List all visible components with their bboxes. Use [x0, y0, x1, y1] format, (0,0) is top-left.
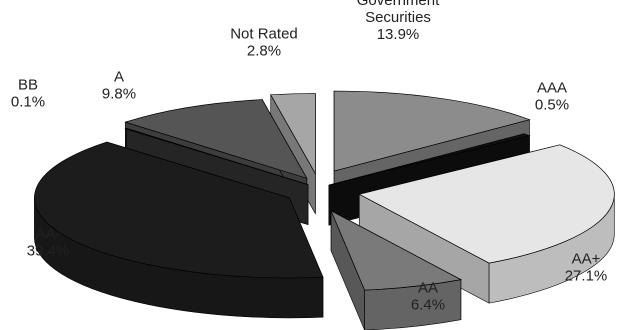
slice-value-label: 0.1%: [11, 94, 45, 111]
pie-slice-top: [124, 128, 309, 185]
slice-value-label: 39.4%: [27, 243, 70, 260]
slice-value-label: 27.1%: [565, 268, 608, 285]
pie-slices: [34, 90, 615, 330]
slice-category-label: BB: [18, 77, 38, 94]
slice-category-label: Government: [357, 0, 440, 9]
slice-value-label: 13.9%: [377, 26, 420, 43]
slice-value-label: 0.5%: [535, 97, 569, 114]
pie-slice-top: [124, 99, 308, 179]
pie-labels: Government Securities 13.9%AAA 0.5%AA+ 27.1%…: [11, 0, 607, 314]
slice-label-aa: AA 6.4%: [411, 280, 445, 314]
slice-category-label: AA+: [572, 251, 601, 268]
pie-slice-top: [328, 133, 531, 186]
slice-label-a: A 9.8%: [102, 69, 136, 103]
slice-label-not-rated: Not Rated 2.8%: [230, 26, 298, 60]
slice-value-label: 6.4%: [411, 297, 445, 314]
slice-label-aaa: AAA 0.5%: [535, 80, 569, 114]
slice-value-label: 9.8%: [102, 86, 136, 103]
slice-label-bb: BB 0.1%: [11, 77, 45, 111]
slice-category-label: A: [114, 69, 124, 86]
slice-label-aa-plus: AA+ 27.1%: [565, 251, 608, 285]
pie-slice-top: [358, 144, 615, 264]
pie-slice-aa: [330, 210, 462, 330]
slice-value-label: 2.8%: [247, 43, 281, 60]
slice-label-aa-minus: AA-39.4%: [27, 226, 70, 260]
pie-slice-top: [270, 93, 316, 175]
slice-category-label: AA-: [35, 226, 60, 243]
pie-slice-top: [333, 90, 531, 172]
pie-slice-aa-minus: [34, 141, 324, 319]
slice-category-label: AAA: [537, 80, 567, 97]
slice-category-label: Not Rated: [230, 26, 298, 43]
slice-category-label: AA: [418, 280, 438, 297]
pie-slice-top: [330, 210, 462, 291]
pie-slice-aa-plus: [358, 144, 615, 304]
pie-slice-top: [34, 141, 324, 279]
slice-label-government-securities: Government Securities 13.9%: [357, 0, 440, 43]
slice-category-label: Securities: [365, 9, 431, 26]
